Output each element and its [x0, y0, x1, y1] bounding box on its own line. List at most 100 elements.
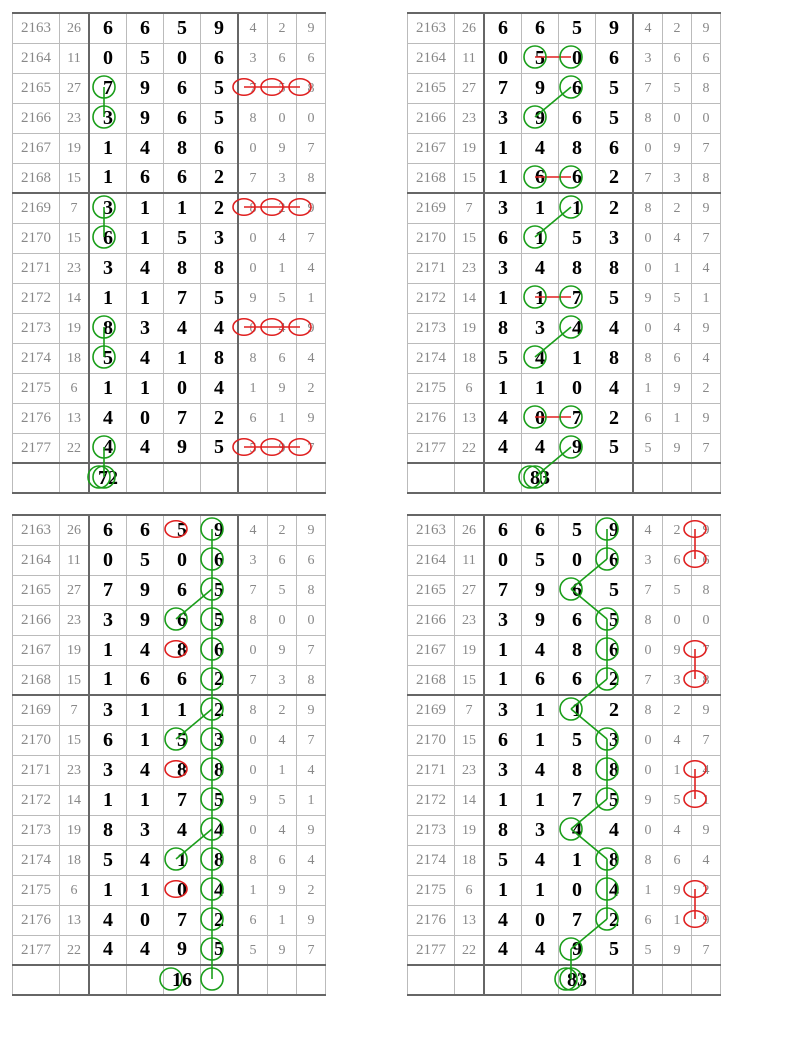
row-id: 2175 [21, 380, 51, 396]
main-digit: 1 [140, 879, 150, 901]
main-digit: 6 [214, 47, 224, 69]
main-digit: 4 [140, 347, 150, 369]
ext-digit: 2 [308, 381, 315, 396]
ext-digit: 9 [308, 823, 315, 838]
ext-digit: 6 [645, 411, 652, 426]
ext-digit: 5 [250, 943, 257, 958]
ext-digit: 7 [308, 943, 315, 958]
main-digit: 9 [177, 436, 187, 458]
main-digit: 8 [177, 257, 187, 279]
ext-digit: 9 [674, 141, 681, 156]
table-row: 2172141175951 [408, 283, 721, 313]
main-digit: 4 [498, 436, 508, 458]
main-digit: 4 [140, 849, 150, 871]
main-digit: 1 [498, 639, 508, 661]
ext-digit: 7 [703, 441, 710, 456]
main-digit: 0 [572, 47, 582, 69]
footer-row: 16 [13, 965, 326, 995]
row-sub: 26 [67, 523, 81, 538]
ext-digit: 1 [674, 763, 681, 778]
row-id: 2171 [416, 762, 446, 778]
main-digit: 3 [214, 729, 224, 751]
ext-digit: 7 [250, 583, 257, 598]
data-table: 2163266659429216411050636621652779657582… [407, 514, 721, 996]
table-row: 2165277965758 [13, 73, 326, 103]
main-digit: 3 [498, 699, 508, 721]
table-row: 2176134072619 [13, 403, 326, 433]
main-digit: 9 [140, 609, 150, 631]
main-digit: 4 [535, 938, 545, 960]
row-sub: 7 [466, 703, 473, 718]
main-digit: 6 [103, 227, 113, 249]
main-digit: 2 [609, 668, 619, 690]
main-digit: 8 [609, 849, 619, 871]
row-id: 2176 [416, 912, 446, 928]
main-digit: 3 [498, 257, 508, 279]
row-id: 2165 [21, 80, 51, 96]
main-digit: 0 [535, 407, 545, 429]
main-digit: 5 [609, 107, 619, 129]
row-sub: 15 [462, 673, 476, 688]
ext-digit: 9 [308, 913, 315, 928]
ext-digit: 1 [279, 913, 286, 928]
table-row: 2167191486097 [408, 133, 721, 163]
row-id: 2176 [416, 410, 446, 426]
row-id: 2167 [21, 642, 51, 658]
row-sub: 19 [462, 321, 476, 336]
main-digit: 1 [498, 789, 508, 811]
row-sub: 15 [67, 231, 81, 246]
row-sub: 11 [462, 553, 475, 568]
row-id: 2174 [21, 350, 51, 366]
row-sub: 15 [462, 231, 476, 246]
ext-digit: 5 [645, 943, 652, 958]
main-digit: 8 [214, 347, 224, 369]
row-id: 2173 [21, 320, 51, 336]
main-digit: 1 [140, 197, 150, 219]
ext-digit: 4 [250, 523, 257, 538]
main-digit: 4 [535, 137, 545, 159]
row-sub: 6 [466, 381, 473, 396]
main-digit: 1 [103, 377, 113, 399]
main-digit: 4 [535, 759, 545, 781]
row-id: 2174 [416, 350, 446, 366]
main-digit: 5 [214, 938, 224, 960]
main-digit: 2 [214, 407, 224, 429]
ext-digit: 2 [674, 201, 681, 216]
row-id: 2164 [416, 552, 446, 568]
ext-digit: 8 [645, 351, 652, 366]
row-sub: 23 [462, 613, 476, 628]
main-digit: 9 [177, 938, 187, 960]
footer-row: 72 [13, 463, 326, 493]
main-digit: 4 [214, 819, 224, 841]
table-row: 2165277965758 [408, 73, 721, 103]
row-id: 2167 [416, 140, 446, 156]
table-row: 217561104192 [13, 875, 326, 905]
table-row: 2170156153047 [13, 223, 326, 253]
ext-digit: 0 [645, 141, 652, 156]
table-row: 217561104192 [408, 875, 721, 905]
table-row: 2172141175951 [13, 785, 326, 815]
ext-digit: 9 [279, 943, 286, 958]
main-digit: 6 [535, 166, 545, 188]
main-digit: 8 [103, 819, 113, 841]
row-sub: 13 [462, 913, 476, 928]
main-digit: 9 [535, 77, 545, 99]
table-row: 2163266659429 [13, 13, 326, 43]
table-row: 217561104192 [13, 373, 326, 403]
main-digit: 6 [535, 519, 545, 541]
row-id: 2174 [416, 852, 446, 868]
ext-digit: 5 [279, 81, 286, 96]
row-id: 2175 [21, 882, 51, 898]
main-digit: 9 [535, 609, 545, 631]
main-digit: 5 [140, 549, 150, 571]
ext-digit: 6 [674, 51, 681, 66]
main-digit: 4 [140, 137, 150, 159]
ext-digit: 0 [703, 613, 710, 628]
ext-digit: 4 [279, 231, 286, 246]
ext-digit: 9 [703, 201, 710, 216]
main-digit: 6 [177, 609, 187, 631]
table-row: 2171233488014 [408, 755, 721, 785]
ext-digit: 5 [279, 583, 286, 598]
table-row: 2171233488014 [13, 253, 326, 283]
footer-value: 83 [530, 467, 550, 489]
